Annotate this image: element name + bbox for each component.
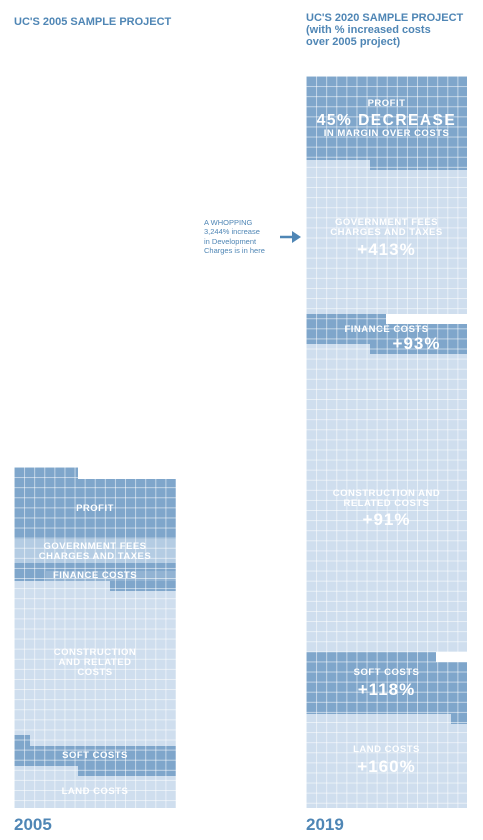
- annotation-text: A WHOPPING 3,244% increase in Developmen…: [204, 218, 284, 256]
- profit-label-2020: PROFIT: [367, 98, 406, 109]
- finance-step-2020: [306, 314, 386, 324]
- title-2020-line2: (with % increased costs: [306, 24, 431, 37]
- soft-label-2005: SOFT COSTS: [62, 750, 128, 761]
- gov-label-2020-line1: GOVERNMENT FEES: [334, 217, 439, 228]
- soft-step-2005: [14, 735, 30, 746]
- year-label-left: 2005: [14, 815, 52, 834]
- gov-pct-2020: +413%: [357, 240, 416, 259]
- column-2005: PROFIT GOVERNMENT FEES CHARGES AND TAXES…: [14, 467, 176, 808]
- profit-sub-2020: IN MARGIN OVER COSTS: [323, 128, 450, 139]
- year-label-right: 2019: [306, 815, 344, 834]
- column-2020: PROFIT 45% DECREASE IN MARGIN OVER COSTS…: [306, 76, 467, 808]
- land-top-2020: [306, 714, 451, 724]
- land-label-2020: LAND COSTS: [353, 744, 420, 755]
- gov-label-2005-line1: GOVERNMENT FEES: [43, 541, 147, 552]
- gov-top-2020: [306, 160, 370, 170]
- finance-label-2005: FINANCE COSTS: [52, 570, 138, 581]
- soft-step2-2005: [78, 766, 176, 776]
- construction-pct-2020: +91%: [362, 510, 411, 529]
- profit-label-2005: PROFIT: [76, 503, 114, 514]
- arrow-right-icon: [280, 231, 301, 243]
- title-2020-line3: over 2005 project): [306, 36, 401, 49]
- annotation-line1: A WHOPPING: [204, 218, 253, 227]
- construction-label-2005-line2: AND RELATED: [58, 657, 132, 668]
- finance-step-2005: [110, 581, 176, 591]
- gov-label-2005-line2: CHARGES AND TAXES: [38, 551, 152, 562]
- land-pct-2020: +160%: [357, 757, 416, 776]
- profit-step-2020: [370, 160, 467, 170]
- title-2020-line1: UC'S 2020 SAMPLE PROJECT: [306, 12, 464, 24]
- construction-label-2005-line1: CONSTRUCTION: [53, 647, 137, 658]
- soft-step2-2020: [451, 714, 467, 724]
- land-top-2005: [14, 766, 78, 776]
- gov-label-2020-line2: CHARGES AND TAXES: [330, 227, 443, 238]
- construction-top-2005: [14, 581, 110, 591]
- profit-step-2005: [14, 467, 78, 479]
- title-2020: UC'S 2020 SAMPLE PROJECT (with % increas…: [306, 12, 481, 48]
- construction-label-2005-line3: COSTS: [77, 667, 113, 678]
- annotation-line4: Charges is in here: [204, 246, 265, 256]
- soft-step-2020: [306, 652, 436, 662]
- finance-pct-2020: +93%: [392, 334, 441, 353]
- soft-pct-2020: +118%: [357, 680, 416, 699]
- title-2005: UC'S 2005 SAMPLE PROJECT: [14, 16, 172, 28]
- finance-label-2020: FINANCE COSTS: [344, 324, 429, 335]
- annotation-line2: 3,244% increase: [204, 227, 260, 237]
- profit-decrease-2020: 45% DECREASE: [316, 112, 457, 129]
- annotation-line3: in Development: [204, 236, 257, 246]
- soft-label-2020: SOFT COSTS: [353, 667, 420, 678]
- construction-label-2020-line1: CONSTRUCTION AND: [332, 488, 441, 499]
- construction-label-2020-line2: RELATED COSTS: [343, 498, 430, 509]
- land-label-2005: LAND COSTS: [61, 786, 129, 797]
